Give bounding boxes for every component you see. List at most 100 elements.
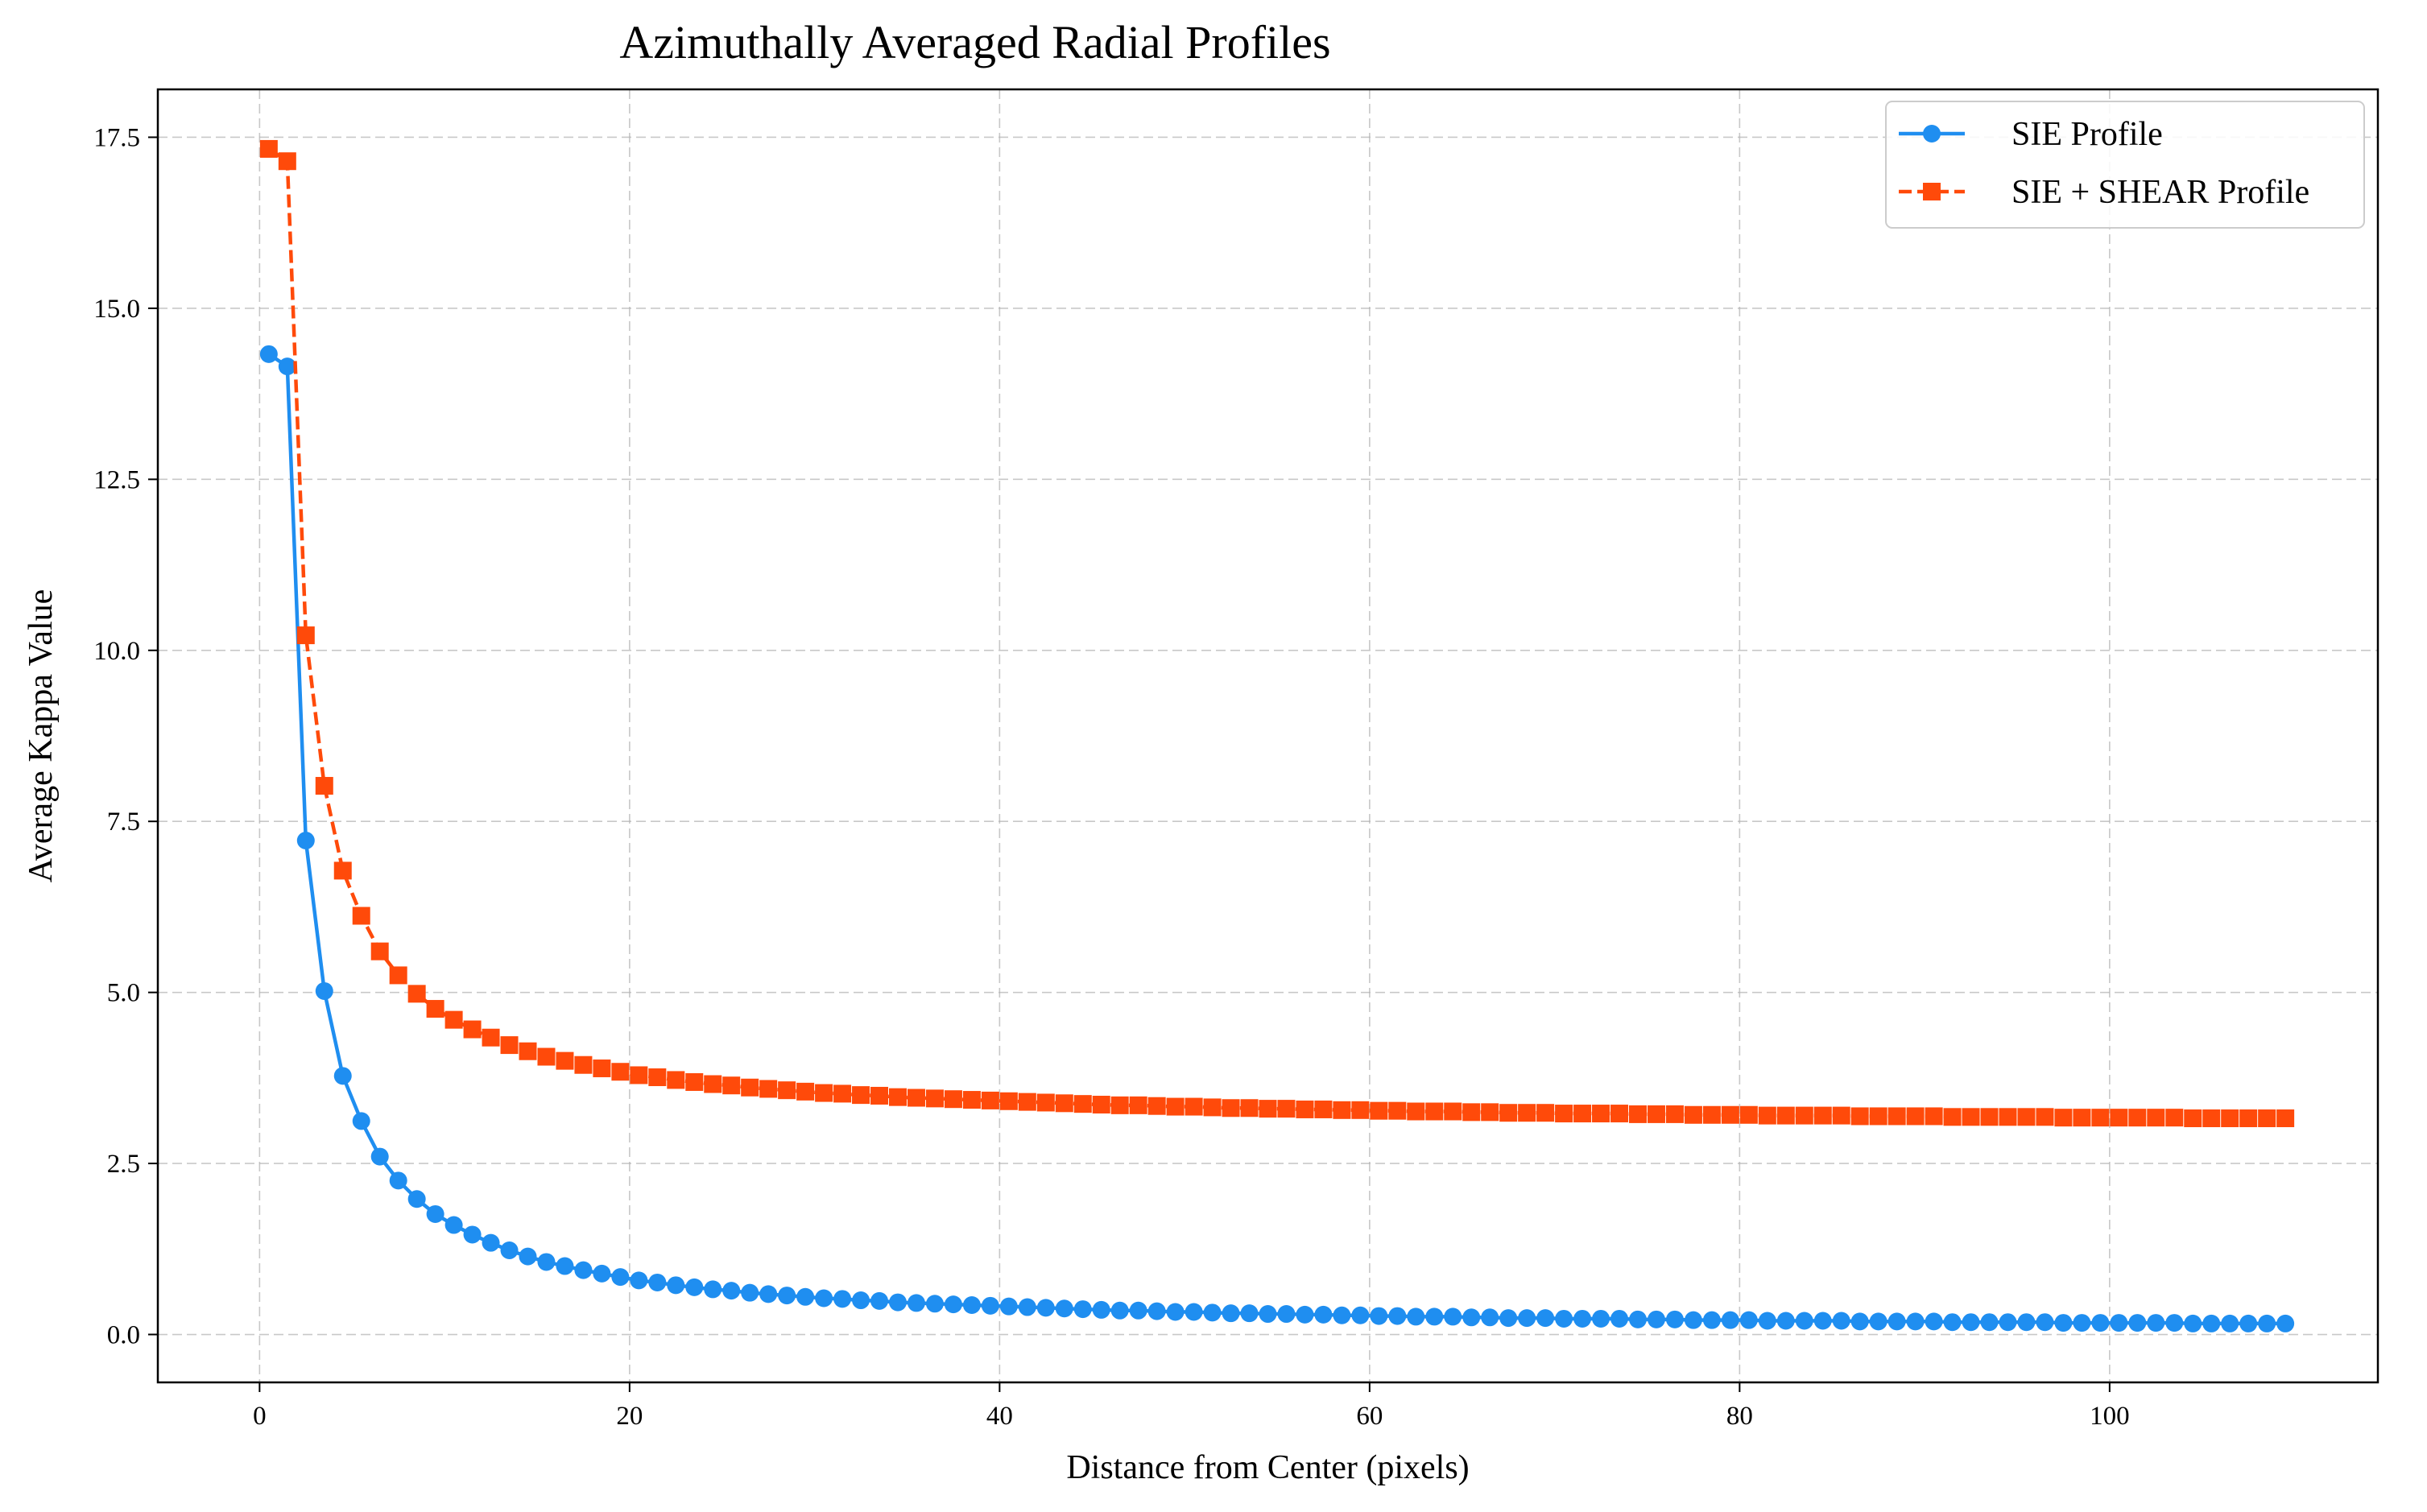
y-tick-label: 0.0 <box>107 1321 140 1350</box>
data-point <box>1259 1100 1277 1118</box>
data-point <box>1296 1100 1314 1118</box>
data-point <box>593 1264 611 1283</box>
legend-marker <box>1923 125 1941 143</box>
data-point <box>1462 1103 1481 1122</box>
data-point <box>611 1063 630 1081</box>
data-point <box>1425 1102 1444 1121</box>
data-point <box>2110 1109 2128 1127</box>
data-point <box>1536 1309 1555 1328</box>
data-point <box>1185 1303 1203 1321</box>
data-point <box>1629 1105 1647 1123</box>
data-point <box>1850 1107 1869 1126</box>
data-point <box>537 1047 556 1066</box>
data-point <box>1092 1096 1110 1114</box>
data-point <box>685 1072 704 1091</box>
legend-marker <box>1923 183 1941 200</box>
data-point <box>1702 1105 1721 1124</box>
data-point <box>1036 1299 1055 1317</box>
data-point <box>852 1291 870 1310</box>
data-point <box>722 1076 741 1095</box>
data-point <box>1166 1097 1185 1116</box>
grid-lines <box>158 89 2378 1382</box>
data-point <box>519 1042 537 1060</box>
data-point <box>574 1056 593 1074</box>
data-point <box>759 1080 778 1098</box>
data-point <box>1684 1311 1702 1329</box>
data-point <box>1906 1312 1925 1331</box>
data-point <box>1592 1105 1610 1123</box>
data-point <box>944 1295 962 1314</box>
data-point <box>1925 1107 1943 1126</box>
data-point <box>1518 1104 1536 1122</box>
data-point <box>2091 1109 2110 1127</box>
data-point <box>1425 1308 1444 1326</box>
data-point <box>2258 1314 2276 1332</box>
data-point <box>1370 1307 1388 1325</box>
data-point <box>1351 1306 1370 1324</box>
data-point <box>1203 1303 1222 1322</box>
data-point <box>1739 1311 1758 1329</box>
x-tick-label: 60 <box>1356 1402 1383 1431</box>
data-point <box>1333 1101 1351 1119</box>
data-point <box>1518 1309 1536 1328</box>
data-point <box>889 1088 907 1106</box>
data-point <box>333 1067 352 1085</box>
data-point <box>962 1295 981 1314</box>
data-point <box>556 1257 574 1275</box>
data-point <box>1962 1108 1980 1126</box>
legend-entries: SIE Profile SIE + SHEAR Profile <box>1899 116 2309 211</box>
data-point <box>2036 1313 2054 1332</box>
data-point <box>999 1297 1018 1316</box>
data-point <box>944 1090 962 1109</box>
data-point <box>1795 1106 1813 1125</box>
data-point <box>1684 1105 1702 1124</box>
data-point <box>1592 1309 1610 1328</box>
data-point <box>2184 1109 2202 1128</box>
data-point <box>1370 1101 1388 1120</box>
data-point <box>2165 1314 2184 1332</box>
data-point <box>630 1066 648 1084</box>
data-point <box>407 985 426 1003</box>
data-point <box>482 1028 500 1047</box>
data-point <box>1203 1098 1222 1117</box>
data-point <box>1665 1105 1684 1123</box>
y-tick-label: 7.5 <box>107 808 140 837</box>
data-point <box>925 1089 944 1108</box>
data-point <box>389 966 407 985</box>
data-point <box>2276 1109 2295 1128</box>
data-point <box>778 1081 796 1100</box>
data-point <box>2221 1109 2239 1128</box>
x-axis-title: Distance from Center (pixels) <box>1066 1449 1469 1486</box>
data-point <box>704 1280 722 1299</box>
data-point <box>1462 1308 1481 1327</box>
series-sie-shear-profile <box>259 139 2295 1128</box>
data-point <box>1296 1305 1314 1324</box>
data-point <box>296 832 315 850</box>
data-point <box>1869 1312 1887 1331</box>
data-point <box>482 1233 500 1252</box>
x-tick-label: 0 <box>253 1402 267 1431</box>
data-point <box>815 1289 833 1308</box>
data-point <box>1110 1301 1129 1320</box>
data-point <box>1647 1105 1665 1123</box>
data-point <box>1166 1303 1185 1321</box>
data-point <box>741 1283 759 1302</box>
chart-title: Azimuthally Averaged Radial Profiles <box>619 16 1330 68</box>
data-point <box>1850 1312 1869 1331</box>
data-point <box>796 1287 815 1306</box>
data-point <box>259 139 278 158</box>
data-point <box>667 1071 685 1089</box>
data-point <box>537 1253 556 1271</box>
data-point <box>1222 1099 1240 1117</box>
data-point <box>1018 1298 1036 1316</box>
data-point <box>1036 1093 1055 1112</box>
data-point <box>1758 1312 1776 1330</box>
data-point <box>352 907 370 925</box>
y-tick-label: 5.0 <box>107 979 140 1008</box>
data-point <box>1962 1313 1980 1332</box>
data-point <box>1555 1105 1573 1123</box>
data-point <box>759 1285 778 1303</box>
data-point <box>574 1261 593 1279</box>
data-point <box>1277 1100 1296 1118</box>
